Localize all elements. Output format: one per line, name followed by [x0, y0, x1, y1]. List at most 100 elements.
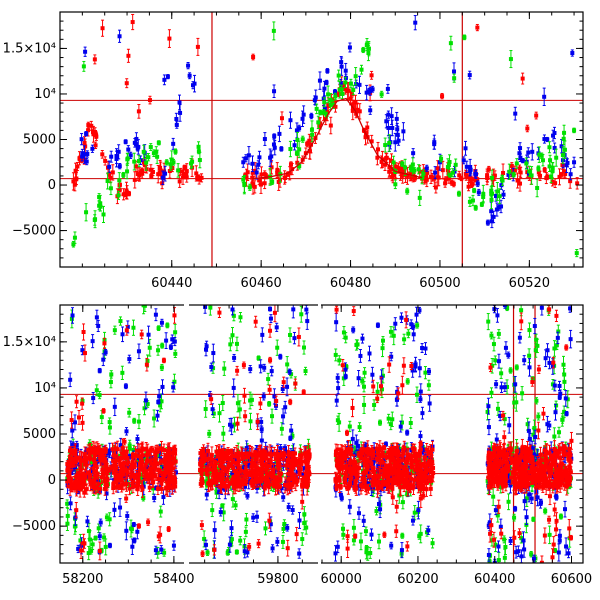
- data-point: [77, 157, 82, 162]
- data-point: [562, 147, 567, 152]
- data-point: [173, 149, 178, 154]
- data-point: [125, 324, 130, 329]
- data-point-green: [98, 194, 103, 212]
- data-point-red: [199, 173, 204, 183]
- data-point: [107, 164, 112, 169]
- data-point: [157, 394, 162, 399]
- data-point-blue: [474, 169, 479, 179]
- data-point-red: [557, 168, 562, 186]
- data-point: [294, 128, 299, 133]
- data-point: [448, 41, 453, 46]
- data-point-blue: [368, 86, 373, 96]
- data-point-blue: [159, 318, 164, 327]
- data-point-blue: [256, 160, 261, 170]
- data-point: [74, 443, 79, 448]
- data-point: [479, 202, 484, 207]
- data-point: [411, 151, 416, 156]
- data-point-blue: [513, 106, 518, 121]
- data-point: [506, 172, 511, 177]
- data-point-red: [139, 329, 144, 340]
- data-point: [443, 177, 448, 182]
- data-point-red: [195, 37, 200, 56]
- data-point: [120, 370, 125, 375]
- data-point: [324, 80, 329, 85]
- data-point-blue: [101, 353, 106, 367]
- data-point-blue: [190, 81, 195, 90]
- data-point-blue: [386, 110, 391, 119]
- data-point: [405, 173, 410, 178]
- data-point: [536, 166, 541, 171]
- data-point: [174, 116, 179, 121]
- data-point-red: [147, 95, 152, 105]
- data-point: [136, 109, 141, 114]
- data-point: [132, 418, 137, 423]
- data-point: [534, 113, 539, 118]
- data-point-blue: [98, 518, 103, 527]
- data-point: [336, 73, 341, 78]
- data-point: [83, 49, 88, 54]
- data-point: [322, 106, 327, 111]
- data-point-green: [453, 158, 458, 172]
- data-point: [144, 160, 149, 165]
- data-point-blue: [107, 542, 112, 549]
- data-point-green: [511, 171, 516, 178]
- data-point: [100, 152, 105, 157]
- data-point: [158, 168, 163, 173]
- data-point-green: [450, 168, 455, 178]
- data-point-green: [479, 201, 484, 207]
- data-point-blue: [68, 496, 73, 511]
- data-point-green: [333, 92, 338, 101]
- data-point: [172, 339, 177, 344]
- data-point: [145, 358, 150, 363]
- data-point: [526, 150, 531, 155]
- data-point-blue: [70, 422, 75, 439]
- data-point-blue: [268, 148, 273, 167]
- data-point: [135, 172, 140, 177]
- data-point-red: [525, 124, 530, 133]
- data-point: [168, 162, 173, 167]
- data-point-red: [250, 173, 255, 183]
- data-point-green: [393, 179, 398, 190]
- data-point: [271, 142, 276, 147]
- data-point: [493, 193, 498, 198]
- data-point: [429, 174, 434, 179]
- data-point: [72, 182, 77, 187]
- data-point: [391, 172, 396, 177]
- data-point: [264, 174, 269, 179]
- data-point: [160, 181, 165, 186]
- data-point-red: [264, 173, 269, 180]
- data-point: [71, 442, 76, 447]
- data-point-green: [247, 183, 252, 191]
- data-point-blue: [424, 164, 429, 172]
- data-point: [76, 489, 81, 494]
- data-point-red: [71, 172, 76, 191]
- data-point: [174, 122, 179, 127]
- data-point-blue: [160, 170, 165, 185]
- data-point: [148, 167, 153, 172]
- data-point: [500, 178, 505, 183]
- data-point: [540, 158, 545, 163]
- data-point-blue: [82, 145, 87, 164]
- data-point: [462, 35, 467, 40]
- data-point: [80, 462, 85, 467]
- data-point: [347, 45, 352, 50]
- data-point: [489, 197, 494, 202]
- data-point-blue: [257, 150, 262, 164]
- data-point: [159, 365, 164, 370]
- data-point: [160, 175, 165, 180]
- data-point: [136, 458, 141, 463]
- data-point: [553, 181, 558, 186]
- data-point-green: [343, 76, 348, 89]
- data-point: [130, 20, 135, 25]
- data-point: [83, 144, 88, 149]
- data-point: [268, 155, 273, 160]
- data-point-blue: [394, 111, 399, 126]
- data-point: [109, 372, 114, 377]
- data-point: [197, 158, 202, 163]
- data-point-blue: [494, 202, 499, 217]
- data-point: [120, 332, 125, 337]
- data-point-green: [549, 169, 554, 184]
- data-point-green: [405, 187, 410, 195]
- x-tick-label: 60460: [240, 276, 281, 291]
- data-point-green: [151, 149, 156, 157]
